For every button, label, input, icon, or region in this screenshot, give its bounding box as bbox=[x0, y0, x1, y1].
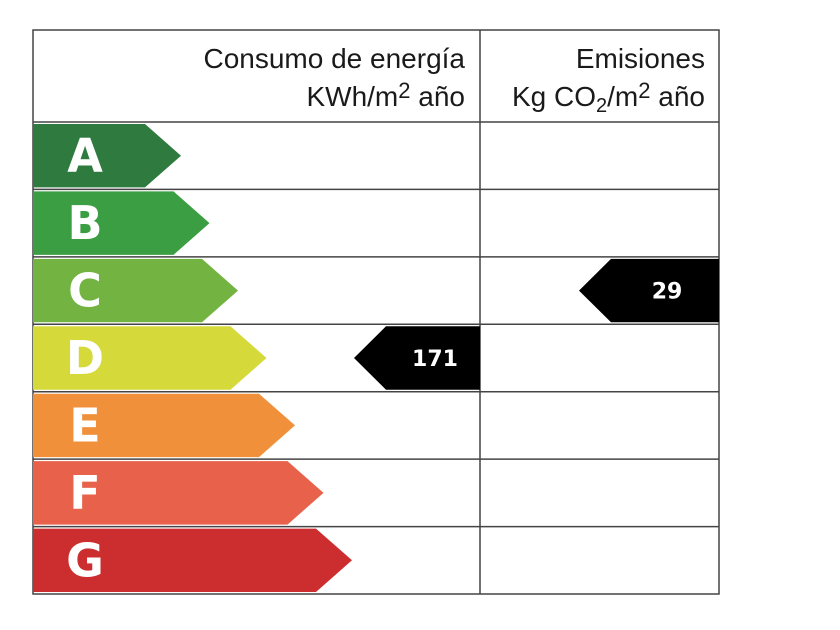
emissions-unit-base: Kg CO bbox=[512, 81, 596, 112]
energy-indicator: 171 bbox=[354, 326, 480, 390]
rating-g: G bbox=[33, 528, 352, 592]
rating-letter: C bbox=[68, 264, 102, 318]
label-grid bbox=[32, 29, 720, 595]
rating-arrow bbox=[33, 393, 295, 458]
rating-letter: D bbox=[66, 331, 104, 385]
energy-column-title: Consumo de energía bbox=[203, 43, 465, 74]
rating-e: E bbox=[33, 393, 295, 458]
energy-unit-base: KWh/m bbox=[306, 81, 398, 112]
rating-arrow bbox=[33, 461, 324, 525]
rating-c: C bbox=[33, 258, 238, 323]
energy-unit-tail: año bbox=[411, 81, 466, 112]
rating-arrow bbox=[33, 191, 210, 255]
rating-letter: E bbox=[69, 398, 100, 452]
energy-unit-exponent: 2 bbox=[398, 78, 410, 103]
rating-letter: G bbox=[66, 533, 104, 587]
row-dividers bbox=[33, 188, 719, 528]
rating-arrow bbox=[33, 258, 238, 323]
rating-arrow bbox=[33, 124, 181, 188]
emissions-column-unit: Kg CO2/m2 año bbox=[512, 78, 705, 117]
emissions-unit-subscript: 2 bbox=[596, 95, 607, 117]
emissions-column-title: Emisiones bbox=[576, 43, 705, 74]
rating-d: D bbox=[33, 326, 267, 390]
emissions-indicator-value: 29 bbox=[652, 280, 683, 305]
rating-f: F bbox=[33, 461, 324, 525]
emissions-indicator: 29 bbox=[579, 258, 719, 323]
emissions-indicator-arrow bbox=[579, 258, 719, 323]
energy-column-unit: KWh/m2 año bbox=[306, 78, 465, 112]
rating-a: A bbox=[33, 124, 181, 188]
emissions-unit-mid: /m bbox=[607, 81, 638, 112]
rating-letter: B bbox=[67, 196, 102, 250]
rating-arrow bbox=[33, 528, 352, 592]
indicators: 171 29 bbox=[354, 258, 719, 390]
rating-letter: A bbox=[67, 129, 103, 183]
emissions-unit-tail: año bbox=[651, 81, 706, 112]
rating-arrow bbox=[33, 326, 267, 390]
energy-indicator-value: 171 bbox=[412, 347, 458, 372]
rating-letter: F bbox=[69, 466, 100, 520]
emissions-unit-exponent: 2 bbox=[638, 78, 650, 103]
rating-b: B bbox=[33, 191, 210, 255]
energy-indicator-arrow bbox=[354, 326, 480, 390]
